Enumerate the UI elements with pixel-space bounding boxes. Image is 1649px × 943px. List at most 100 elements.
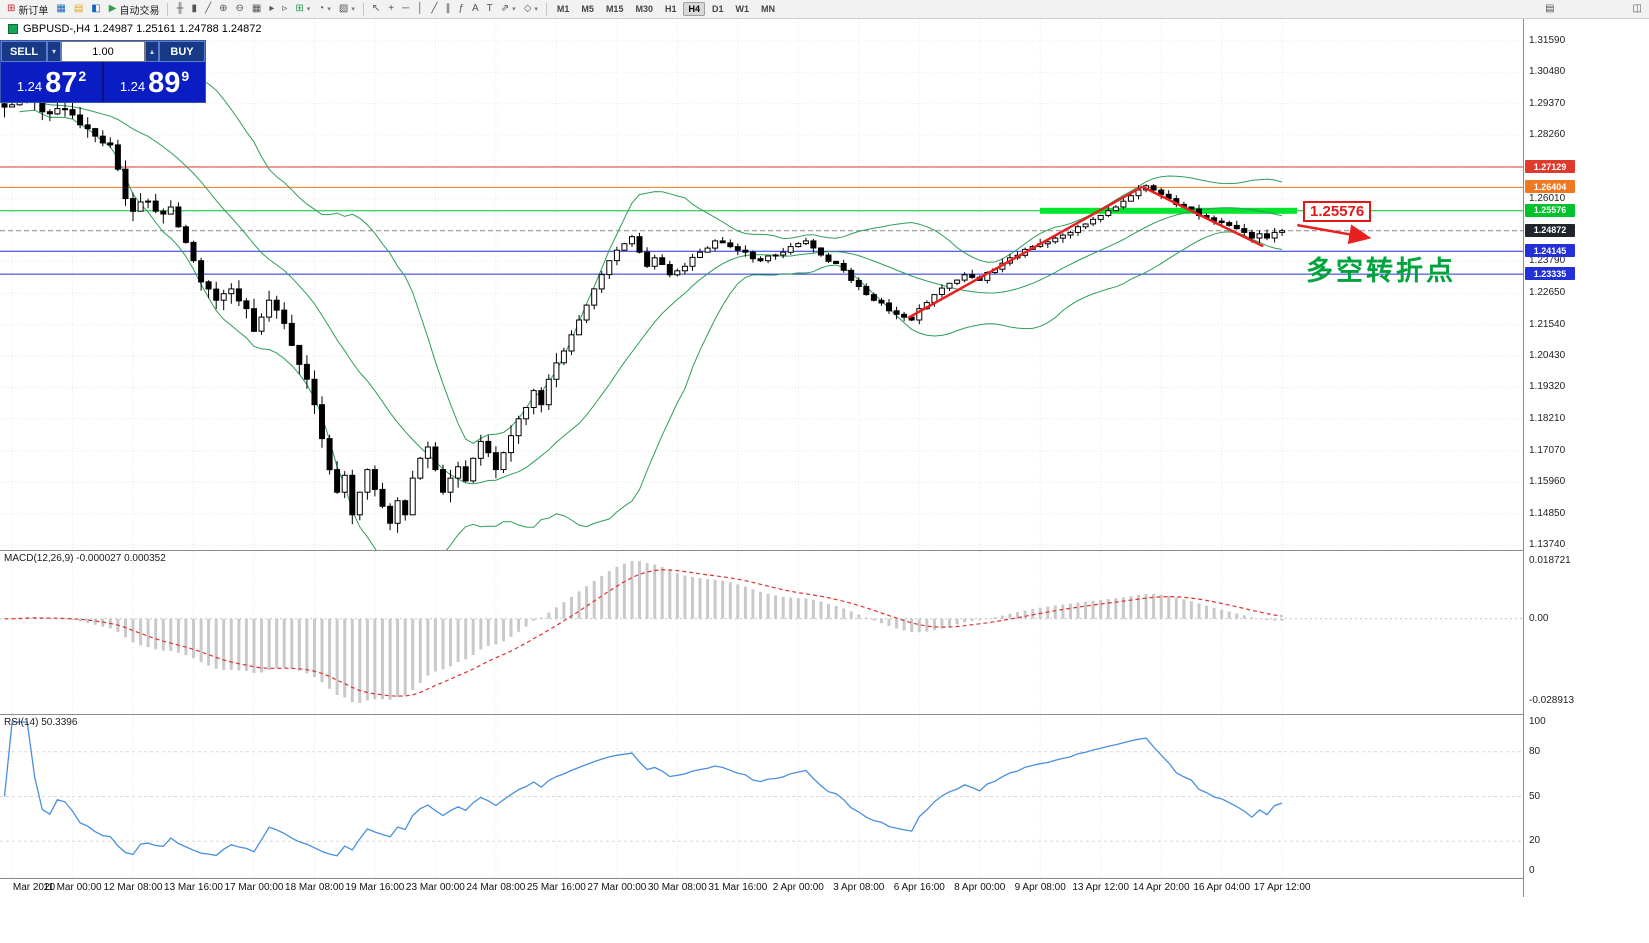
auto-scroll-button[interactable]: ▸ xyxy=(265,0,278,18)
line-chart-button[interactable]: ╱ xyxy=(201,0,215,18)
equidistant-channel-button[interactable]: ∥ xyxy=(441,0,454,18)
time-axis-label: 14 Apr 20:00 xyxy=(1132,882,1190,893)
market-watch-button[interactable]: ▤ xyxy=(70,0,87,18)
price-tick-label: 1.29370 xyxy=(1529,97,1566,109)
volume-increase-button[interactable]: ▴ xyxy=(145,41,159,62)
price-tick-label: 1.23790 xyxy=(1529,255,1566,267)
candlestick-chart-icon: ▮ xyxy=(191,3,198,14)
price-tick-label: 1.13740 xyxy=(1529,539,1566,550)
text-label-icon: T xyxy=(486,3,493,14)
toolbar-separator xyxy=(167,2,169,16)
timeframe-w1-button[interactable]: W1 xyxy=(735,4,750,14)
chart-shift-button[interactable]: ▹ xyxy=(278,0,291,18)
trade-controls-row: SELL ▾ ▴ BUY xyxy=(1,41,205,62)
zoom-out-button[interactable]: ⊖ xyxy=(231,0,247,18)
bar-chart-button[interactable]: ╫ xyxy=(172,0,187,18)
line-chart-icon: ╱ xyxy=(205,3,212,14)
candlestick-chart-button[interactable]: ▮ xyxy=(188,0,202,18)
price-axis[interactable]: 1.31590 1.30480 1.29370 1.28260 1.26010 1.237… xyxy=(1523,19,1649,897)
symbol-ohlc-label: GBPUSD-,H4 1.24987 1.25161 1.24788 1.248… xyxy=(8,23,262,35)
rsi-axis-label: 50 xyxy=(1529,790,1541,802)
print-button[interactable]: ▤ xyxy=(1541,0,1558,18)
autotrade-icon: ▶ xyxy=(108,3,117,14)
main-chart-canvas[interactable] xyxy=(0,19,1523,550)
text-label-button[interactable]: T xyxy=(483,0,497,18)
templates-button[interactable]: ▧ ▾ xyxy=(335,0,359,18)
buy-price-display: 1.24 89 9 xyxy=(104,62,205,102)
candle-wicks xyxy=(4,85,1283,533)
price-divider xyxy=(102,62,104,102)
panel-divider-rsi[interactable] xyxy=(0,714,1649,715)
buy-button[interactable]: BUY xyxy=(159,41,205,62)
symbol-ohlc-text: GBPUSD-,H4 1.24987 1.25161 1.24788 1.248… xyxy=(23,23,262,35)
rsi-line xyxy=(3,721,1283,857)
price-level-badge: 1.27129 xyxy=(1525,160,1575,173)
print-icon: ▤ xyxy=(1545,3,1555,14)
rsi-axis-label: 0 xyxy=(1529,865,1535,876)
bollinger-middle xyxy=(19,100,1283,485)
cursor-button[interactable]: ↖ xyxy=(368,0,384,18)
macd-histogram xyxy=(10,561,1284,703)
time-axis-label: 2 Apr 00:00 xyxy=(772,882,824,893)
timeframe-mn-button[interactable]: MN xyxy=(761,4,776,14)
vertical-line-button[interactable]: │ xyxy=(413,0,427,18)
chart-window-icon: ▦ xyxy=(56,3,66,14)
volume-decrease-button[interactable]: ▾ xyxy=(47,41,61,62)
sell-button[interactable]: SELL xyxy=(1,41,47,62)
chevron-down-icon: ▾ xyxy=(306,6,311,13)
one-click-trading-panel: SELL ▾ ▴ BUY 1.24 87 2 1.24 89 9 xyxy=(0,40,206,103)
rsi-indicator-label: RSI(14) 50.3396 xyxy=(4,717,78,728)
panel-divider-macd[interactable] xyxy=(0,550,1649,551)
rsi-axis-label: 80 xyxy=(1529,745,1541,757)
macd-panel-canvas[interactable] xyxy=(0,551,1523,714)
price-level-badge: 1.26404 xyxy=(1525,180,1575,194)
timeframe-h4-button[interactable]: H4 xyxy=(683,2,705,16)
time-axis-label: 19 Mar 16:00 xyxy=(345,882,405,893)
timeframe-m15-button[interactable]: M15 xyxy=(605,4,624,14)
zoom-in-button[interactable]: ⊕ xyxy=(215,0,231,18)
new-order-button-label: 新订单 xyxy=(18,5,49,17)
turning-point-note[interactable]: 多空转折点 xyxy=(1306,256,1456,286)
trend-line-up xyxy=(907,185,1143,320)
sell-price-big: 87 xyxy=(45,67,78,99)
trendline-button[interactable]: ╱ xyxy=(427,0,441,18)
fibonacci-button[interactable]: ƒ xyxy=(454,0,468,18)
horizontal-line-button[interactable]: ─ xyxy=(398,0,413,18)
timeframe-d1-button[interactable]: D1 xyxy=(712,4,724,14)
period-selector-button[interactable]: ◔ ▾ xyxy=(314,0,335,18)
text-button[interactable]: A xyxy=(468,0,483,18)
support-zone-segment xyxy=(1040,207,1297,214)
volume-input[interactable] xyxy=(61,41,145,62)
forecast-arrow xyxy=(1297,223,1372,245)
rsi-panel-canvas[interactable] xyxy=(0,715,1523,878)
timeframe-m30-button[interactable]: M30 xyxy=(635,4,653,14)
timeframe-m1-button[interactable]: M1 xyxy=(556,4,570,14)
zoom-out-icon: ⊖ xyxy=(235,3,244,14)
timeframe-m5-button[interactable]: M5 xyxy=(581,4,594,14)
market-watch-icon: ▤ xyxy=(73,3,84,14)
new-order-button[interactable]: ⊞ 新订单 xyxy=(3,0,52,18)
time-axis-label: 13 Apr 12:00 xyxy=(1072,882,1130,893)
time-axis-label: 24 Mar 08:00 xyxy=(466,882,526,893)
price-tick-label: 1.20430 xyxy=(1529,350,1566,362)
new-chart-button[interactable]: ⊞ ▾ xyxy=(291,0,314,18)
shapes-button[interactable]: ◇ ▾ xyxy=(520,0,542,18)
price-tick-label: 1.14850 xyxy=(1529,507,1566,519)
time-axis-label: 31 Mar 16:00 xyxy=(708,882,768,893)
price-level-badge: 1.24145 xyxy=(1525,244,1575,258)
price-callout[interactable]: 1.25576 xyxy=(1303,201,1372,222)
navigator-button[interactable]: ◧ xyxy=(87,0,104,18)
autotrade-button[interactable]: ▶ 自动交易 xyxy=(105,0,164,18)
chart-shift-icon: ▹ xyxy=(282,3,288,14)
price-tick-label: 1.26010 xyxy=(1529,192,1566,204)
chart-window-button[interactable]: ▦ xyxy=(52,0,69,18)
time-axis-label: 9 Apr 08:00 xyxy=(1014,882,1066,893)
tile-windows-button[interactable]: ▦ xyxy=(248,0,265,18)
timeframe-h1-button[interactable]: H1 xyxy=(664,4,677,14)
price-tick-label: 1.30480 xyxy=(1529,66,1566,78)
full-screen-button[interactable]: ◫ xyxy=(1629,0,1646,18)
crosshair-button[interactable]: + xyxy=(384,0,398,18)
text-icon: A xyxy=(472,3,479,14)
time-axis[interactable]: Mar 2020 11 Mar 00:00 12 Mar 08:00 13 Mar 1… xyxy=(0,879,1523,897)
arrows-button[interactable]: ⇗ ▾ xyxy=(497,0,520,18)
